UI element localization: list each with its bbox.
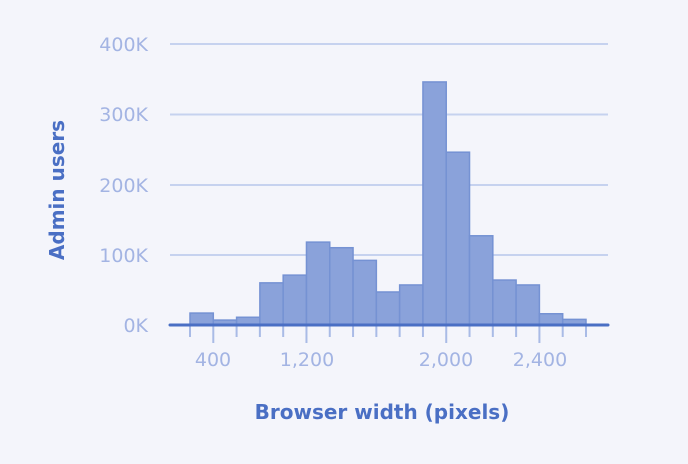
histogram-bar: [398, 284, 424, 326]
histogram-bar: [375, 291, 401, 326]
histogram-bar: [259, 282, 284, 326]
x-axis-tick-labels: 400 1,200 2,000 2,400: [195, 349, 567, 371]
histogram-bar: [492, 279, 517, 326]
histogram-bar: [189, 312, 215, 326]
x-tick-1200: 1,200: [280, 349, 334, 371]
y-axis-tick-labels: 400K 300K 200K 100K 0K: [99, 34, 148, 337]
y-tick-200k: 200K: [99, 175, 148, 197]
histogram-bar: [538, 313, 564, 326]
x-tick-400: 400: [195, 349, 231, 371]
histogram-bars: [189, 81, 587, 326]
y-tick-100k: 100K: [99, 245, 148, 267]
x-axis-ticks: [189, 325, 587, 343]
histogram-bar: [329, 246, 354, 326]
histogram-bar: [468, 235, 494, 326]
histogram-bar: [352, 259, 378, 326]
x-tick-2400: 2,400: [513, 349, 567, 371]
x-tick-2000: 2,000: [419, 349, 473, 371]
histogram-bar: [422, 81, 447, 326]
y-axis-title: Admin users: [45, 120, 69, 260]
histogram-bar: [515, 284, 541, 326]
y-tick-400k: 400K: [99, 34, 148, 56]
histogram-bar: [445, 151, 471, 326]
y-tick-300k: 300K: [99, 104, 148, 126]
gridlines: [170, 43, 608, 256]
histogram-bar: [305, 241, 331, 326]
x-axis-title: Browser width (pixels): [255, 400, 510, 424]
histogram-bar: [282, 274, 308, 326]
y-tick-0k: 0K: [123, 315, 148, 337]
